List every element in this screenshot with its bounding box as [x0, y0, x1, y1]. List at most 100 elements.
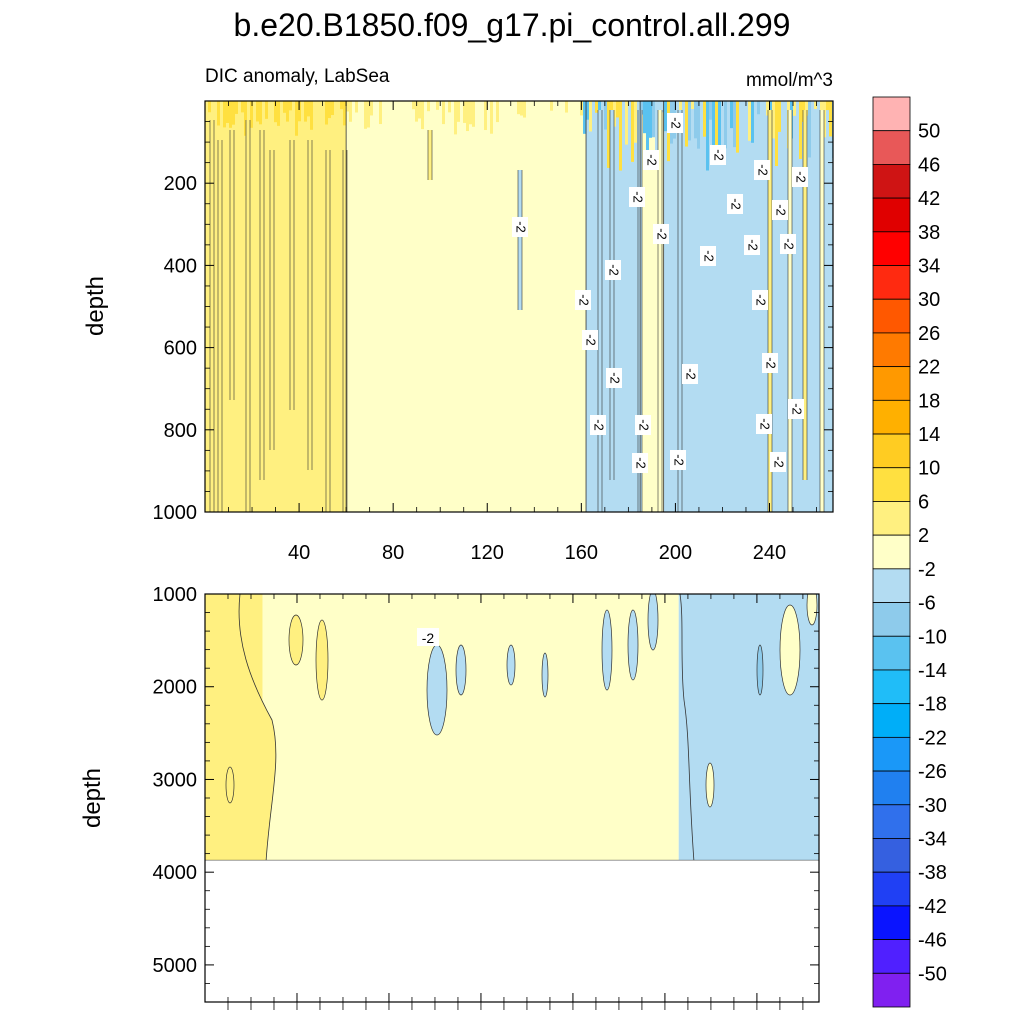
upper-surface-cell: [292, 101, 295, 129]
upper-ytick-label: 600: [164, 338, 197, 360]
upper-surface-cell: [313, 101, 316, 117]
upper-surface-cell: [439, 101, 442, 122]
upper-xtick-label: 160: [565, 542, 598, 564]
contour-label: -2: [782, 238, 797, 250]
upper-surface-cell: [205, 101, 208, 123]
upper-surface-cell: [445, 101, 448, 124]
upper-surface-cell: [223, 101, 226, 128]
contour-label: -2: [712, 149, 727, 161]
upper-surface-cell: [367, 101, 370, 128]
upper-surface-cell: [232, 101, 235, 125]
upper-surface-cell: [457, 101, 460, 122]
colorbar-swatch: [872, 635, 911, 671]
contour-label-bg: [762, 353, 778, 373]
upper-surface-cell: [433, 101, 436, 115]
lower-ytick-label: 5000: [153, 955, 198, 977]
upper-contour-band: [218, 140, 222, 512]
chart-subtitle-left: DIC anomaly, LabSea: [205, 66, 390, 87]
colorbar-label: -50: [918, 963, 947, 985]
colorbar-label: -6: [918, 593, 936, 615]
upper-surface-cell: [265, 101, 268, 119]
upper-surface-cell: [244, 101, 247, 136]
upper-contour-band: [598, 110, 602, 512]
upper-surface-cell: [712, 101, 715, 163]
colorbar-swatch: [872, 669, 911, 705]
colorbar-label: -14: [918, 660, 947, 682]
chart-units: mmol/m^3: [746, 70, 833, 91]
upper-surface-cell: [328, 101, 331, 119]
upper-surface-cell: [559, 101, 562, 121]
upper-contour-band: [610, 110, 614, 480]
upper-surface-cell: [691, 101, 694, 110]
upper-surface-cell: [454, 101, 457, 135]
upper-surface-cell: [340, 101, 343, 110]
upper-surface-cell: [310, 101, 313, 130]
lower-contour-blob: [705, 762, 715, 808]
upper-surface-cell: [514, 101, 517, 110]
contour-label: -2: [772, 456, 787, 468]
upper-contour-band: [230, 130, 234, 400]
upper-surface-cell: [553, 101, 556, 122]
contour-label-bg: [772, 200, 788, 220]
upper-contour-band: [343, 150, 347, 512]
upper-surface-cell: [289, 101, 292, 111]
lower-contour-blob: [455, 644, 467, 696]
colorbar-label: 22: [918, 357, 940, 379]
lower-contour-blob: [426, 644, 448, 736]
upper-surface-cell: [220, 101, 223, 117]
colorbar-label: 46: [918, 154, 940, 176]
upper-surface-cell: [808, 101, 811, 158]
upper-surface-cell: [592, 101, 595, 112]
upper-surface-cell: [274, 101, 277, 123]
upper-surface-cell: [379, 101, 382, 125]
upper-surface-cell: [490, 101, 493, 134]
upper-contour-band: [210, 120, 214, 512]
colorbar-swatch: [872, 770, 911, 806]
contour-label: -2: [702, 250, 717, 262]
upper-surface-cell: [577, 101, 580, 130]
upper-surface-cell: [625, 101, 628, 145]
upper-surface-cell: [694, 101, 697, 139]
colorbar-swatch: [872, 130, 911, 165]
colorbar-swatch: [872, 197, 911, 233]
upper-surface-cell: [400, 101, 403, 114]
upper-surface-cell: [259, 101, 262, 125]
upper-surface-cell: [466, 101, 469, 132]
upper-surface-cell: [526, 101, 529, 126]
upper-surface-cell: [583, 101, 586, 134]
upper-surface-cell: [757, 101, 760, 115]
upper-xtick-label: 200: [659, 542, 692, 564]
colorbar-label: 34: [918, 256, 940, 278]
upper-surface-cell: [385, 101, 388, 123]
lower-contour-blob: [288, 614, 304, 666]
upper-surface-cell: [478, 101, 481, 137]
upper-surface-cell: [766, 101, 769, 116]
upper-surface-cell: [280, 101, 283, 131]
upper-surface-cell: [382, 101, 385, 133]
upper-surface-cell: [607, 101, 610, 168]
upper-surface-cell: [460, 101, 463, 134]
upper-surface-cell: [391, 101, 394, 111]
upper-surface-cell: [562, 101, 565, 120]
lower-contour-blob: [756, 644, 764, 696]
lower-ylabel: depth: [79, 768, 106, 828]
upper-surface-cell: [508, 101, 511, 118]
colorbar-label: 10: [918, 458, 940, 480]
upper-surface-cell: [763, 101, 766, 117]
upper-surface-cell: [376, 101, 379, 112]
upper-surface-cell: [700, 101, 703, 115]
contour-label: -2: [669, 117, 684, 129]
upper-surface-cell: [571, 101, 574, 125]
upper-surface-cell: [472, 101, 475, 127]
upper-surface-cell: [319, 101, 322, 135]
upper-surface-cell: [793, 101, 796, 116]
upper-contour-band: [820, 110, 824, 512]
contour-label: -2: [764, 357, 779, 369]
upper-surface-cell: [295, 101, 298, 136]
upper-surface-cell: [535, 101, 538, 135]
colorbar-label: -46: [918, 930, 947, 952]
upper-surface-cell: [778, 101, 781, 132]
upper-surface-cell: [283, 101, 286, 113]
upper-surface-cell: [208, 101, 211, 113]
contour-label: -2: [729, 198, 744, 210]
